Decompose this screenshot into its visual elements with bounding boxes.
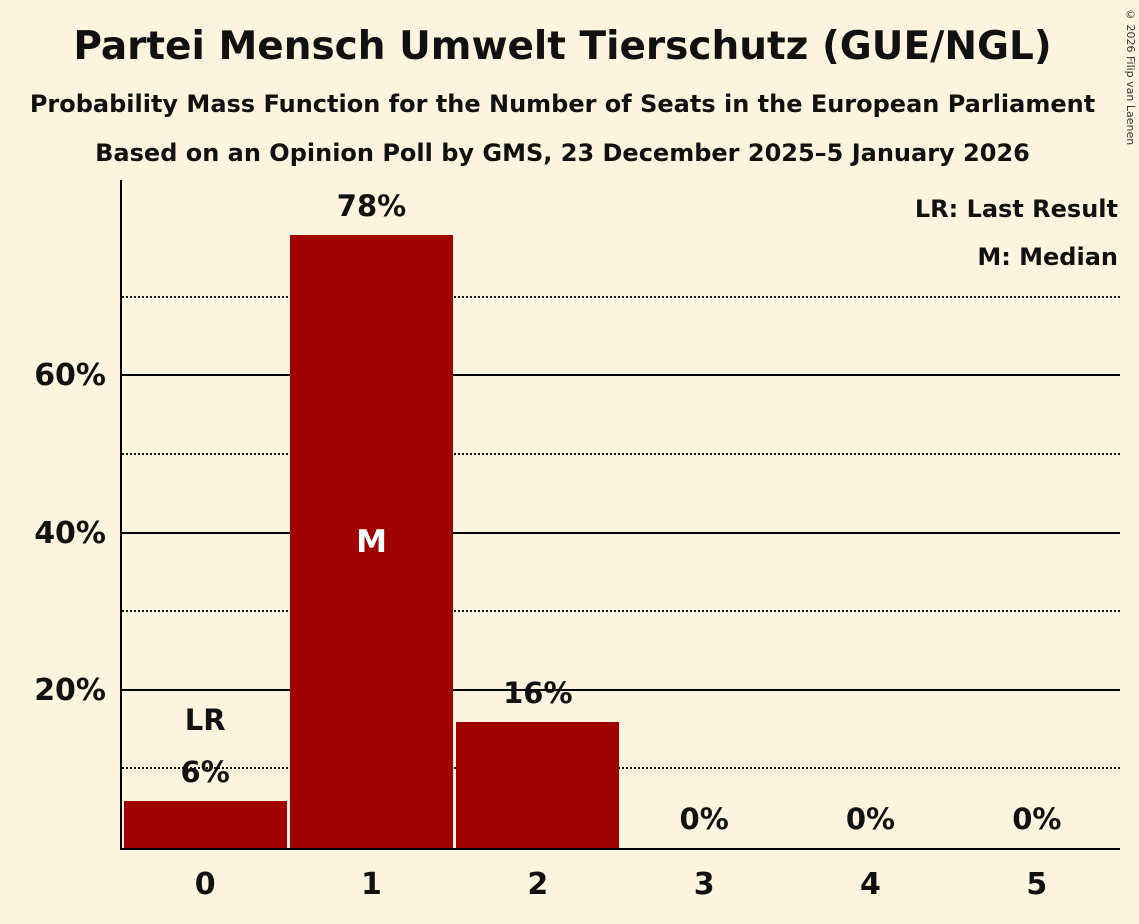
chart-poll-info: Based on an Opinion Poll by GMS, 23 Dece…: [95, 139, 1030, 167]
bar-value-label: 6%: [180, 754, 230, 789]
last-result-label: LR: [184, 702, 226, 737]
bar-value-label: 16%: [503, 676, 573, 711]
copyright-text: © 2026 Filip van Laenen: [1124, 8, 1137, 146]
bar-value-label: 0%: [845, 802, 896, 836]
bar-value-label: 78%: [336, 189, 407, 224]
gridline-dotted: [122, 295, 1120, 298]
bar: [456, 722, 620, 848]
legend-median: M: Median: [977, 243, 1118, 271]
bar-value-label: 0%: [1012, 802, 1062, 836]
gridline-solid: [122, 531, 1120, 534]
page-title: Partei Mensch Umwelt Tierschutz (GUE/NGL…: [73, 24, 1052, 69]
x-axis-tick-label: 4: [860, 867, 881, 902]
y-axis-tick-label: 60%: [34, 358, 106, 394]
plot-area: 20% 40% 60% 6% 78% 16% 0% 0% 0% LR M 0 1 2 3 4 5: [34, 180, 1120, 902]
chart-subtitle: Probability Mass Function for the Number…: [29, 90, 1096, 118]
gridline-solid: [122, 688, 1120, 691]
y-axis-tick-label: 40%: [34, 515, 106, 551]
gridline-dotted: [122, 610, 1120, 613]
x-axis-tick-label: 2: [527, 867, 549, 902]
gridline-dotted: [122, 767, 1120, 770]
median-label: M: [356, 523, 387, 560]
bar: [123, 800, 287, 848]
x-axis-tick-label: 3: [693, 867, 715, 902]
gridline-dotted: [122, 453, 1120, 456]
chart-legend: LR: Last Result M: Median: [915, 185, 1118, 281]
legend-last-result: LR: Last Result: [914, 195, 1118, 223]
bar-value-label: 0%: [679, 802, 729, 836]
bar: [289, 235, 454, 848]
y-axis-tick-label: 20%: [34, 672, 106, 708]
x-axis-tick-label: 5: [1026, 867, 1048, 902]
gridline-solid: [122, 374, 1120, 377]
x-axis-tick-label: 0: [194, 867, 216, 902]
x-axis-tick-label: 1: [361, 867, 382, 902]
